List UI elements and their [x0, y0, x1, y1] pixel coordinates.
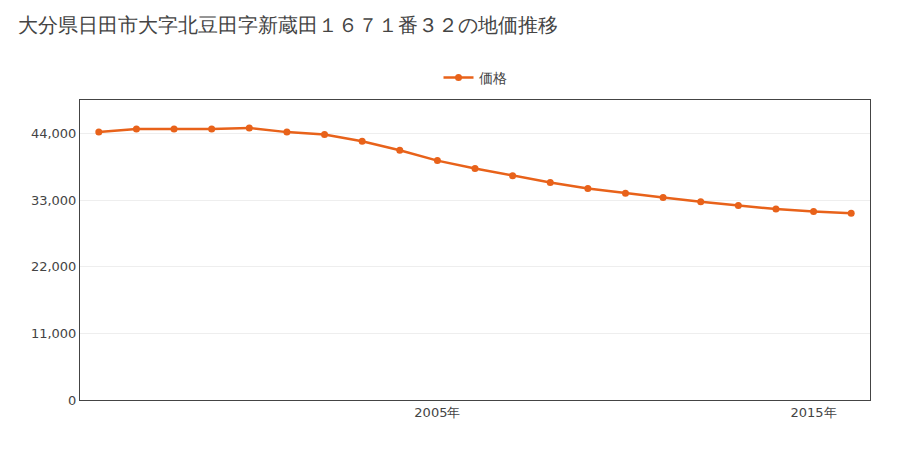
svg-text:44,000: 44,000 [31, 126, 77, 141]
svg-text:33,000: 33,000 [31, 193, 77, 208]
svg-text:11,000: 11,000 [31, 326, 77, 341]
svg-text:0: 0 [68, 393, 76, 408]
svg-text:2015年: 2015年 [791, 405, 837, 420]
svg-text:2005年: 2005年 [414, 405, 460, 420]
svg-text:22,000: 22,000 [31, 259, 77, 274]
svg-text:価格: 価格 [479, 70, 507, 86]
svg-text:大分県日田市大字北豆田字新蔵田１６７１番３２の地価推移: 大分県日田市大字北豆田字新蔵田１６７１番３２の地価推移 [18, 13, 558, 37]
